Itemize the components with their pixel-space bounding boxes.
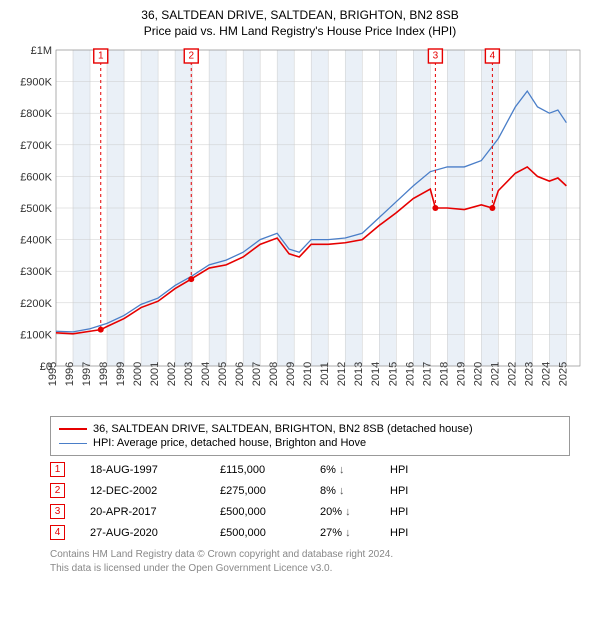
- legend-row-property: 36, SALTDEAN DRIVE, SALTDEAN, BRIGHTON, …: [59, 423, 561, 435]
- tx-pct: 27% ↓: [320, 527, 380, 539]
- title-address: 36, SALTDEAN DRIVE, SALTDEAN, BRIGHTON, …: [10, 8, 590, 22]
- svg-text:£500K: £500K: [20, 203, 52, 215]
- tx-price: £275,000: [220, 485, 310, 497]
- tx-marker: 4: [50, 525, 65, 540]
- svg-text:4: 4: [490, 51, 496, 62]
- svg-text:2004: 2004: [200, 362, 212, 386]
- tx-pct: 20% ↓: [320, 506, 380, 518]
- transaction-row: 3 20-APR-2017 £500,000 20% ↓ HPI: [50, 504, 570, 519]
- svg-text:£200K: £200K: [20, 298, 52, 310]
- svg-text:2008: 2008: [268, 362, 280, 386]
- legend-label-property: 36, SALTDEAN DRIVE, SALTDEAN, BRIGHTON, …: [93, 423, 473, 435]
- price-chart: £0£100K£200K£300K£400K£500K£600K£700K£80…: [10, 44, 590, 404]
- svg-text:1997: 1997: [81, 362, 93, 386]
- svg-text:2021: 2021: [489, 362, 501, 386]
- svg-text:£100K: £100K: [20, 329, 52, 341]
- svg-text:2019: 2019: [455, 362, 467, 386]
- svg-text:£900K: £900K: [20, 77, 52, 89]
- tx-date: 20-APR-2017: [90, 506, 210, 518]
- svg-text:2020: 2020: [472, 362, 484, 386]
- svg-text:2000: 2000: [132, 362, 144, 386]
- svg-text:2017: 2017: [421, 362, 433, 386]
- tx-tag: HPI: [390, 464, 440, 476]
- tx-marker: 2: [50, 483, 65, 498]
- svg-text:2010: 2010: [302, 362, 314, 386]
- svg-text:2014: 2014: [370, 362, 382, 386]
- svg-text:2003: 2003: [183, 362, 195, 386]
- svg-text:£800K: £800K: [20, 108, 52, 120]
- svg-text:£300K: £300K: [20, 266, 52, 278]
- svg-text:2009: 2009: [285, 362, 297, 386]
- svg-text:2001: 2001: [149, 362, 161, 386]
- svg-text:3: 3: [433, 51, 439, 62]
- transaction-row: 2 12-DEC-2002 £275,000 8% ↓ HPI: [50, 483, 570, 498]
- tx-date: 27-AUG-2020: [90, 527, 210, 539]
- chart-title: 36, SALTDEAN DRIVE, SALTDEAN, BRIGHTON, …: [10, 8, 590, 38]
- svg-text:2013: 2013: [353, 362, 365, 386]
- tx-date: 18-AUG-1997: [90, 464, 210, 476]
- svg-text:2007: 2007: [251, 362, 263, 386]
- tx-price: £115,000: [220, 464, 310, 476]
- transactions-table: 1 18-AUG-1997 £115,000 6% ↓ HPI 2 12-DEC-2002 £…: [50, 462, 570, 540]
- svg-text:£1M: £1M: [31, 45, 52, 57]
- svg-text:1996: 1996: [64, 362, 76, 386]
- svg-text:2006: 2006: [234, 362, 246, 386]
- svg-text:£400K: £400K: [20, 235, 52, 247]
- svg-text:1995: 1995: [47, 362, 59, 386]
- tx-tag: HPI: [390, 527, 440, 539]
- svg-text:2002: 2002: [166, 362, 178, 386]
- tx-date: 12-DEC-2002: [90, 485, 210, 497]
- svg-text:2: 2: [188, 51, 194, 62]
- svg-text:2012: 2012: [336, 362, 348, 386]
- tx-tag: HPI: [390, 485, 440, 497]
- legend-swatch-hpi: [59, 443, 87, 444]
- svg-text:2024: 2024: [540, 362, 552, 386]
- tx-marker: 1: [50, 462, 65, 477]
- legend-label-hpi: HPI: Average price, detached house, Brig…: [93, 437, 366, 449]
- transaction-row: 4 27-AUG-2020 £500,000 27% ↓ HPI: [50, 525, 570, 540]
- svg-text:2015: 2015: [387, 362, 399, 386]
- svg-text:2022: 2022: [506, 362, 518, 386]
- footer-line1: Contains HM Land Registry data © Crown c…: [50, 548, 570, 562]
- svg-text:1999: 1999: [115, 362, 127, 386]
- svg-text:1: 1: [98, 51, 104, 62]
- tx-pct: 8% ↓: [320, 485, 380, 497]
- tx-price: £500,000: [220, 506, 310, 518]
- legend-swatch-property: [59, 428, 87, 430]
- tx-marker: 3: [50, 504, 65, 519]
- title-subtitle: Price paid vs. HM Land Registry's House …: [10, 24, 590, 38]
- legend: 36, SALTDEAN DRIVE, SALTDEAN, BRIGHTON, …: [50, 416, 570, 456]
- legend-row-hpi: HPI: Average price, detached house, Brig…: [59, 437, 561, 449]
- tx-pct: 6% ↓: [320, 464, 380, 476]
- footer-attribution: Contains HM Land Registry data © Crown c…: [50, 548, 570, 576]
- svg-text:£600K: £600K: [20, 171, 52, 183]
- tx-price: £500,000: [220, 527, 310, 539]
- svg-text:2025: 2025: [557, 362, 569, 386]
- svg-text:2005: 2005: [217, 362, 229, 386]
- transaction-row: 1 18-AUG-1997 £115,000 6% ↓ HPI: [50, 462, 570, 477]
- tx-tag: HPI: [390, 506, 440, 518]
- svg-text:2018: 2018: [438, 362, 450, 386]
- svg-text:£700K: £700K: [20, 140, 52, 152]
- svg-text:1998: 1998: [98, 362, 110, 386]
- svg-text:2023: 2023: [523, 362, 535, 386]
- footer-line2: This data is licensed under the Open Gov…: [50, 562, 570, 576]
- svg-text:2016: 2016: [404, 362, 416, 386]
